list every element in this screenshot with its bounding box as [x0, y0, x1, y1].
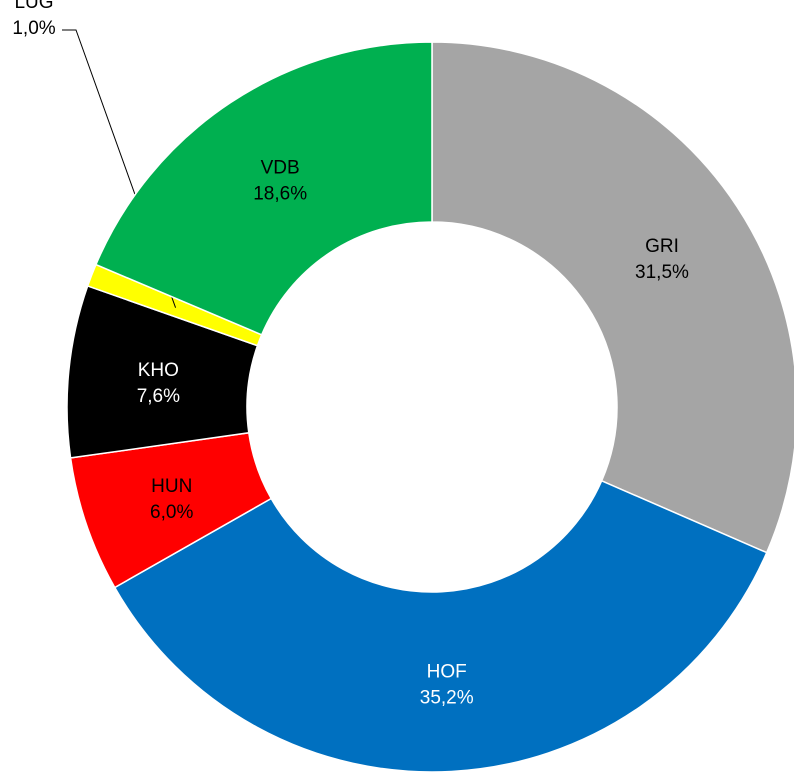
slice-value: 35,2%	[420, 688, 474, 709]
slice-category: HUN	[151, 476, 192, 497]
donut-slice	[113, 479, 768, 773]
slice-value: 6,0%	[150, 502, 193, 523]
donut-slice	[94, 41, 433, 336]
slice-label: KHO 7,6%	[137, 360, 180, 407]
slice-value: 18,6%	[253, 184, 307, 205]
slice-category: VDB	[261, 158, 300, 179]
donut-slice	[431, 41, 794, 554]
slice-category: KHO	[138, 360, 179, 381]
slice-label: HOF 35,2%	[420, 662, 474, 709]
slice-label: GRI 31,5%	[635, 236, 689, 283]
slice-value: 7,6%	[137, 386, 180, 407]
slice-label: VDB 18,6%	[253, 158, 307, 205]
slice-category: LUG	[14, 0, 53, 13]
slice-category: HOF	[427, 662, 467, 683]
slice-label: HUN 6,0%	[150, 476, 193, 523]
slice-label: LUG 1,0%	[12, 0, 55, 39]
slice-category: GRI	[645, 236, 679, 257]
slice-value: 1,0%	[12, 18, 55, 39]
slice-value: 31,5%	[635, 262, 689, 283]
